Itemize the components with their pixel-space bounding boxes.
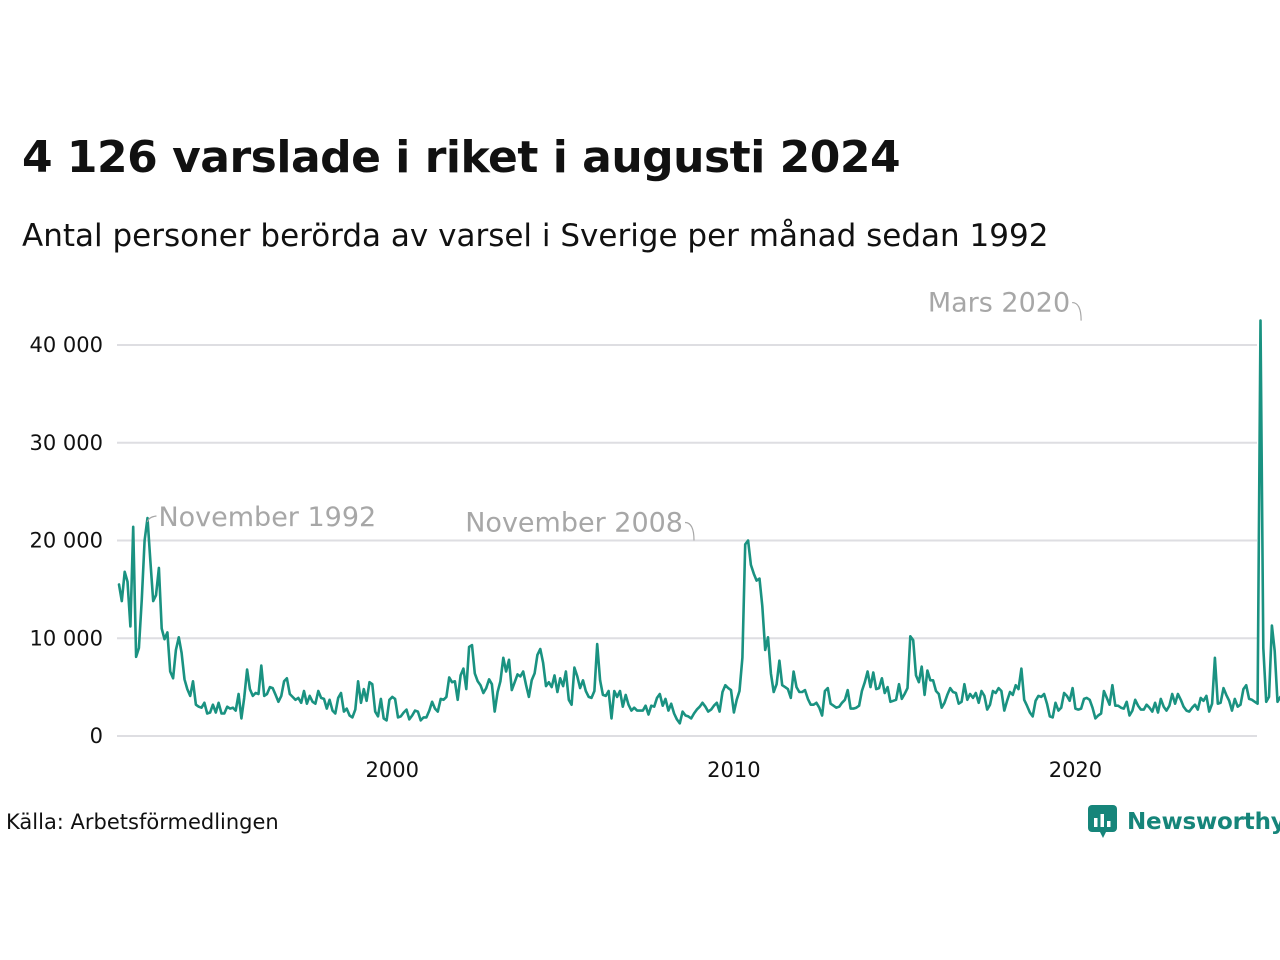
- y-tick-label: 20 000: [30, 529, 103, 553]
- y-tick-label: 10 000: [30, 626, 103, 650]
- y-tick-label: 0: [90, 724, 103, 748]
- annotation-connector: [146, 515, 157, 523]
- annotation-label: November 2008: [465, 508, 683, 539]
- brand-logo: Newsworthy: [1087, 803, 1280, 841]
- peak-annotation: November 1992: [146, 502, 376, 533]
- x-tick-label: 2020: [1049, 758, 1102, 782]
- chart-subtitle: Antal personer berörda av varsel i Sveri…: [22, 218, 1049, 254]
- x-tick-label: 2010: [707, 758, 760, 782]
- chart-title: 4 126 varslade i riket i augusti 2024: [22, 132, 901, 183]
- peak-annotation: Mars 2020: [928, 288, 1082, 321]
- annotation-connector: [684, 521, 695, 541]
- series-line: [117, 319, 1280, 725]
- line-chart: 0 10 000 20 000 30 000 40 000 2000 2010 2020 Nov…: [30, 288, 1280, 782]
- y-tick-label: 40 000: [30, 333, 103, 357]
- x-tick-label: 2000: [366, 758, 419, 782]
- y-tick-label: 30 000: [30, 431, 103, 455]
- peak-annotation: November 2008: [465, 508, 695, 541]
- annotation-label: November 1992: [158, 502, 376, 533]
- annotation-label: Mars 2020: [928, 288, 1070, 319]
- source-note: Källa: Arbetsförmedlingen: [6, 810, 279, 834]
- brand-name: Newsworthy: [1127, 809, 1280, 835]
- newsworthy-logo-icon: [1088, 805, 1117, 838]
- annotation-connector: [1072, 301, 1082, 321]
